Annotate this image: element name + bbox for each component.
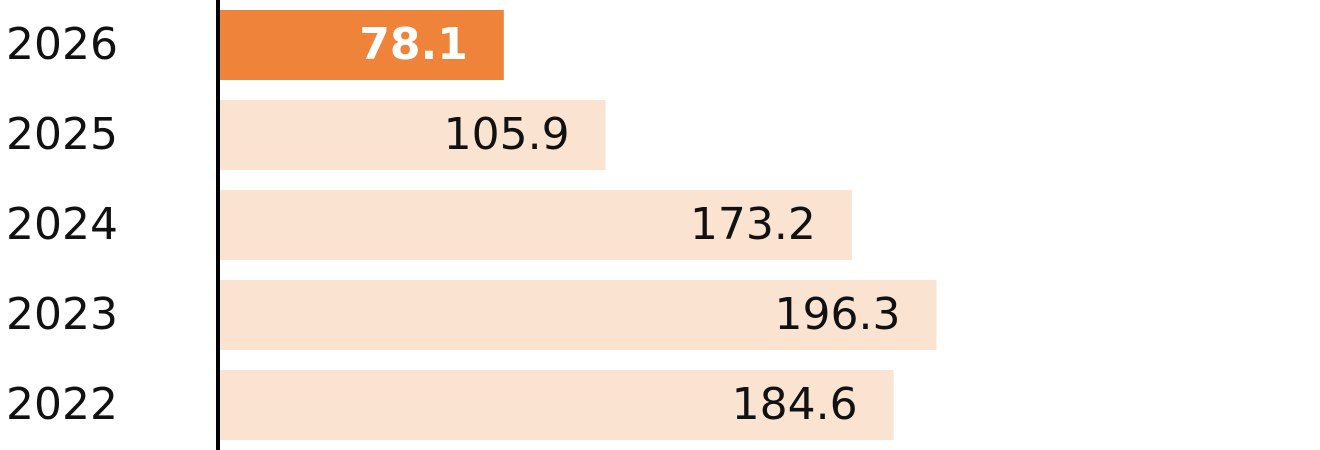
value-label: 184.6 bbox=[732, 379, 858, 430]
bar bbox=[218, 280, 937, 350]
category-label: 2022 bbox=[6, 379, 118, 430]
value-label: 173.2 bbox=[690, 199, 816, 250]
bar bbox=[218, 10, 504, 80]
category-label: 2025 bbox=[6, 109, 118, 160]
value-label: 78.1 bbox=[359, 19, 468, 70]
bar bbox=[218, 100, 606, 170]
bar bbox=[218, 370, 894, 440]
value-label: 196.3 bbox=[774, 289, 900, 340]
category-label: 2024 bbox=[6, 199, 118, 250]
value-label: 105.9 bbox=[444, 109, 570, 160]
category-label: 2023 bbox=[6, 289, 118, 340]
bar bbox=[218, 190, 852, 260]
category-label: 2026 bbox=[6, 19, 118, 70]
